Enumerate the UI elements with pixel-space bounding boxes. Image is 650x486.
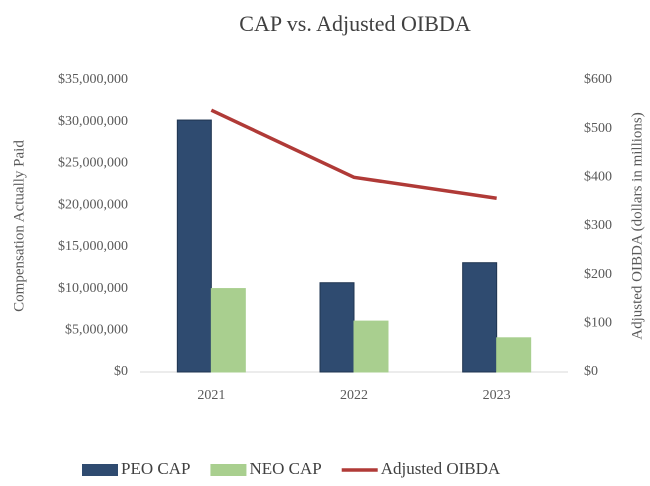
bar	[176, 119, 212, 373]
y-tick-label: $15,000,000	[58, 239, 128, 254]
x-tick-label: 2023	[483, 388, 511, 403]
x-tick-label: 2021	[197, 388, 225, 403]
y-tick-label: $35,000,000	[58, 72, 128, 87]
legend-swatch	[210, 464, 247, 476]
y2-tick-label: $400	[584, 170, 612, 185]
y2-tick-label: $100	[584, 316, 612, 331]
y2-tick-label: $500	[584, 121, 612, 136]
line	[210, 108, 497, 200]
legend-label: PEO CAP	[121, 459, 190, 478]
y-tick-label: $30,000,000	[58, 114, 128, 129]
legend-label: Adjusted OIBDA	[381, 459, 501, 478]
y-tick-label: $20,000,000	[58, 197, 128, 212]
y-axis-title: Compensation Actually Paid	[11, 140, 27, 312]
y-tick-label: $5,000,000	[65, 323, 128, 338]
y2-tick-label: $200	[584, 267, 612, 282]
legend-swatch	[82, 464, 118, 476]
y-tick-label: $10,000,000	[58, 281, 128, 296]
y-tick-label: $25,000,000	[58, 156, 128, 171]
bar	[462, 262, 498, 373]
bar	[319, 282, 355, 373]
y2-tick-label: $0	[584, 364, 598, 379]
legend-label: NEO CAP	[249, 459, 321, 478]
x-tick-label: 2022	[340, 388, 368, 403]
chart-title: CAP vs. Adjusted OIBDA	[239, 11, 471, 36]
bar	[496, 337, 532, 373]
y2-axis-title: Adjusted OIBDA (dollars in millions)	[629, 112, 645, 340]
bar	[210, 288, 246, 373]
bar	[353, 320, 389, 373]
y2-tick-label: $300	[584, 218, 612, 233]
y2-tick-label: $600	[584, 72, 612, 87]
y-tick-label: $0	[114, 364, 128, 379]
